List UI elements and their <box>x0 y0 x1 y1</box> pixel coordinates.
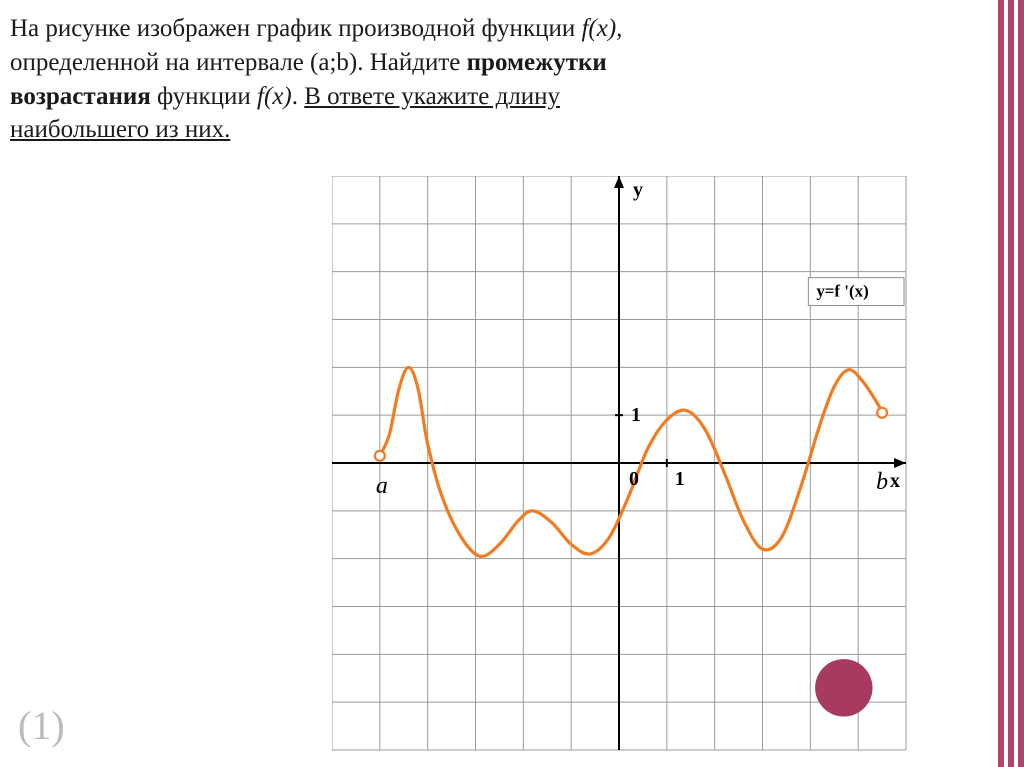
svg-text:y: y <box>633 179 643 201</box>
chart-svg: y x 0 1 1 a b y=f '(x) <box>332 176 907 751</box>
right-border-stripes <box>998 0 1024 767</box>
task-text: На рисунке изображен график производной … <box>10 12 980 147</box>
slide-number-value: 1 <box>31 703 51 748</box>
slide-number: (1) <box>18 702 65 749</box>
svg-text:y=f '(x): y=f '(x) <box>816 282 868 301</box>
chart: y x 0 1 1 a b y=f '(x) <box>332 176 907 751</box>
t-fx1: f(x), <box>581 15 622 42</box>
t1: На рисунке изображен график производной … <box>10 15 581 42</box>
t-u1: В ответе укажите длину <box>304 83 560 110</box>
t3b: . <box>292 83 305 110</box>
t-b1: промежутки <box>467 49 607 76</box>
t-u2: наибольшего из них. <box>10 116 230 143</box>
t-b2: возрастания <box>10 83 151 110</box>
t3: функции <box>151 83 257 110</box>
svg-text:1: 1 <box>675 468 685 490</box>
svg-text:a: a <box>376 473 388 499</box>
t-fx2: f(x) <box>257 83 292 110</box>
svg-text:b: b <box>876 469 888 495</box>
svg-text:1: 1 <box>631 404 641 426</box>
svg-text:x: x <box>890 470 900 492</box>
svg-text:0: 0 <box>629 468 639 490</box>
t2: определенной на интервале (a;b). Найдите <box>10 49 467 76</box>
